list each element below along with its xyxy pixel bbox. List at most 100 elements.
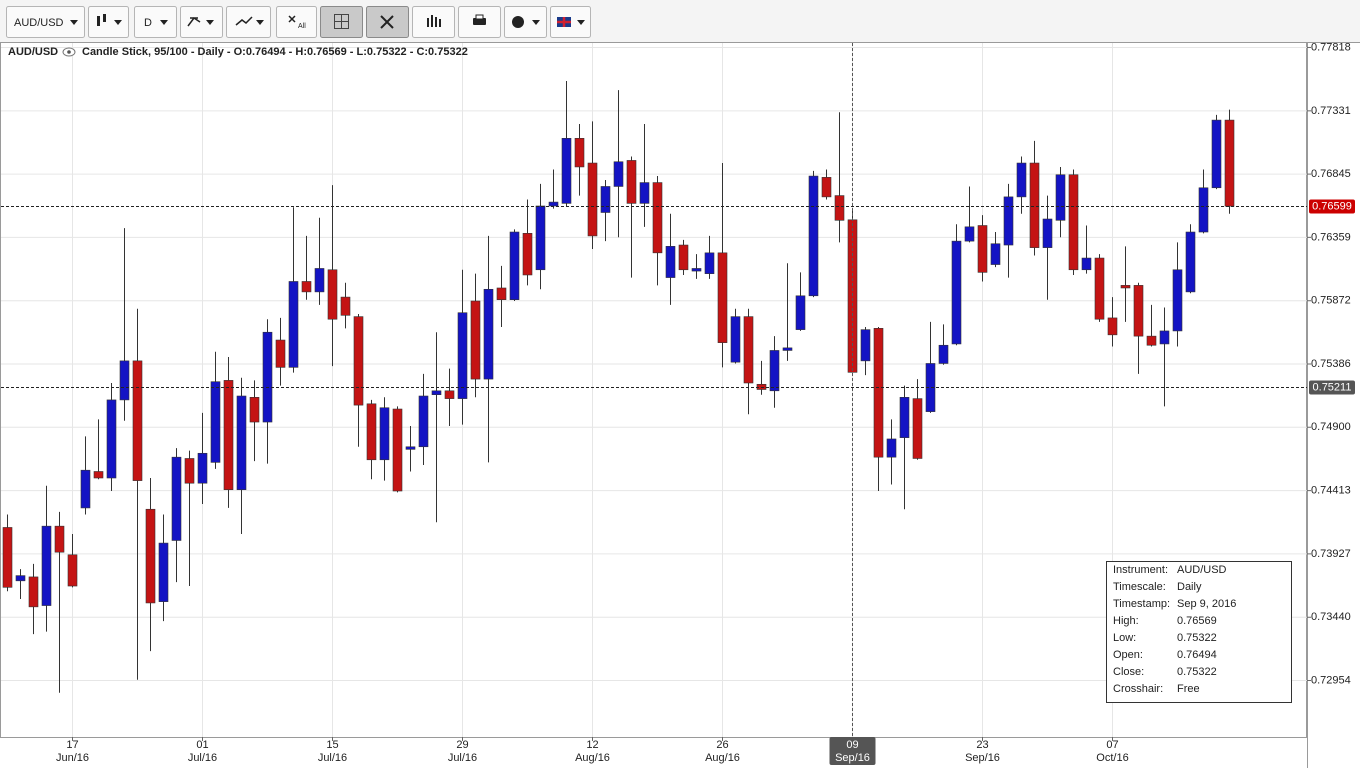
candle-body (613, 161, 624, 187)
y-tick-label: 0.72954 (1311, 674, 1351, 686)
candle-body (431, 390, 442, 396)
candle-body (1185, 231, 1196, 293)
candle-body (379, 407, 390, 461)
x-tick-label: Jul/16 (448, 752, 477, 764)
candle-body (1211, 119, 1222, 189)
candle-body (496, 287, 507, 300)
candle-body (756, 383, 767, 390)
candle-body (548, 201, 559, 207)
candle-body (691, 268, 702, 272)
symbol-button[interactable]: AUD/USD (6, 6, 85, 38)
info-label: Low: (1113, 632, 1136, 644)
info-label: Crosshair: (1113, 683, 1163, 695)
candle-body (1055, 174, 1066, 221)
candle-body (782, 347, 793, 351)
candle-body (678, 244, 689, 271)
candle-body (873, 328, 884, 458)
candle-body (314, 268, 325, 293)
candle-body (67, 554, 78, 587)
info-label: Timescale: (1113, 581, 1166, 593)
candle-body (197, 452, 208, 484)
y-tick-label: 0.77818 (1311, 41, 1351, 53)
y-tick-label: 0.74900 (1311, 421, 1351, 433)
candle-body (522, 233, 533, 276)
candle-body (353, 316, 364, 406)
candle-body (418, 395, 429, 448)
candle-body (93, 471, 104, 479)
x-tick-label: 26 (716, 739, 728, 751)
candle-body (275, 339, 286, 368)
info-label: Instrument: (1113, 564, 1168, 576)
candle-body (938, 344, 949, 364)
candle-body (145, 508, 156, 604)
x-tick-label: Aug/16 (705, 752, 740, 764)
candle-body (1003, 196, 1014, 246)
level-label-box (1309, 380, 1355, 395)
language-button[interactable] (550, 6, 591, 38)
x-tick-label: 12 (586, 739, 598, 751)
candle-body (834, 195, 845, 221)
x-tick-label: Sep/16 (835, 752, 870, 764)
candle-body (1224, 119, 1235, 207)
candle-body (561, 138, 572, 204)
level-label: 0.75211 (1313, 381, 1352, 393)
candle-body (41, 525, 52, 606)
x-tick-label: Jun/16 (56, 752, 89, 764)
x-tick-label: 01 (196, 739, 208, 751)
chart-type-button[interactable] (88, 6, 129, 38)
y-tick-label: 0.74413 (1311, 485, 1351, 497)
draw-button[interactable] (180, 6, 223, 38)
candle-body (80, 469, 91, 509)
indicator-button[interactable] (226, 6, 271, 38)
candle-body (223, 380, 234, 491)
visibility-icon[interactable] (62, 47, 76, 57)
x-tick-label: 17 (66, 739, 78, 751)
period-button[interactable]: D (134, 6, 177, 38)
print-button[interactable] (458, 6, 501, 38)
candle-body (717, 252, 728, 343)
candle-body (340, 296, 351, 316)
candle-body (769, 350, 780, 392)
remove-all-button[interactable]: All (276, 6, 317, 38)
candle-body (626, 160, 637, 204)
candle-body (1120, 285, 1131, 289)
candle-body (977, 225, 988, 273)
candle-body (743, 316, 754, 384)
chart-title: AUD/USD (8, 46, 58, 58)
candle-body (366, 403, 377, 461)
candles (2, 81, 1235, 693)
candle-body (795, 295, 806, 330)
candle-body (860, 329, 871, 362)
y-tick-label: 0.75386 (1311, 358, 1351, 370)
candle-body (808, 175, 819, 297)
candle-body (587, 162, 598, 237)
candle-body (1198, 187, 1209, 233)
candle-body (951, 240, 962, 345)
candle-body (652, 182, 663, 254)
color-button[interactable] (504, 6, 547, 38)
info-value: Free (1177, 683, 1200, 695)
candle-body (912, 398, 923, 459)
candle-body (704, 252, 715, 274)
level-label-box (1309, 199, 1355, 214)
candle-body (158, 542, 169, 602)
x-tick-label: Oct/16 (1096, 752, 1128, 764)
volume-button[interactable] (412, 6, 455, 38)
overlay: AUD/USD Candle Stick, 95/100 - Daily - O… (1, 43, 1355, 765)
candle-body (1016, 162, 1027, 198)
candle-body (288, 281, 299, 368)
info-value: 0.75322 (1177, 666, 1217, 678)
info-value: 0.75322 (1177, 632, 1217, 644)
grid-button[interactable] (320, 6, 363, 38)
info-value: 0.76569 (1177, 615, 1217, 627)
candle-body (1133, 285, 1144, 337)
info-value: AUD/USD (1177, 564, 1227, 576)
candle-body (665, 246, 676, 278)
candle-body (132, 360, 143, 481)
candle-body (457, 312, 468, 399)
candle-body (574, 138, 585, 168)
candle-body (184, 458, 195, 484)
candle-body (964, 226, 975, 242)
fullscreen-button[interactable] (366, 6, 409, 38)
